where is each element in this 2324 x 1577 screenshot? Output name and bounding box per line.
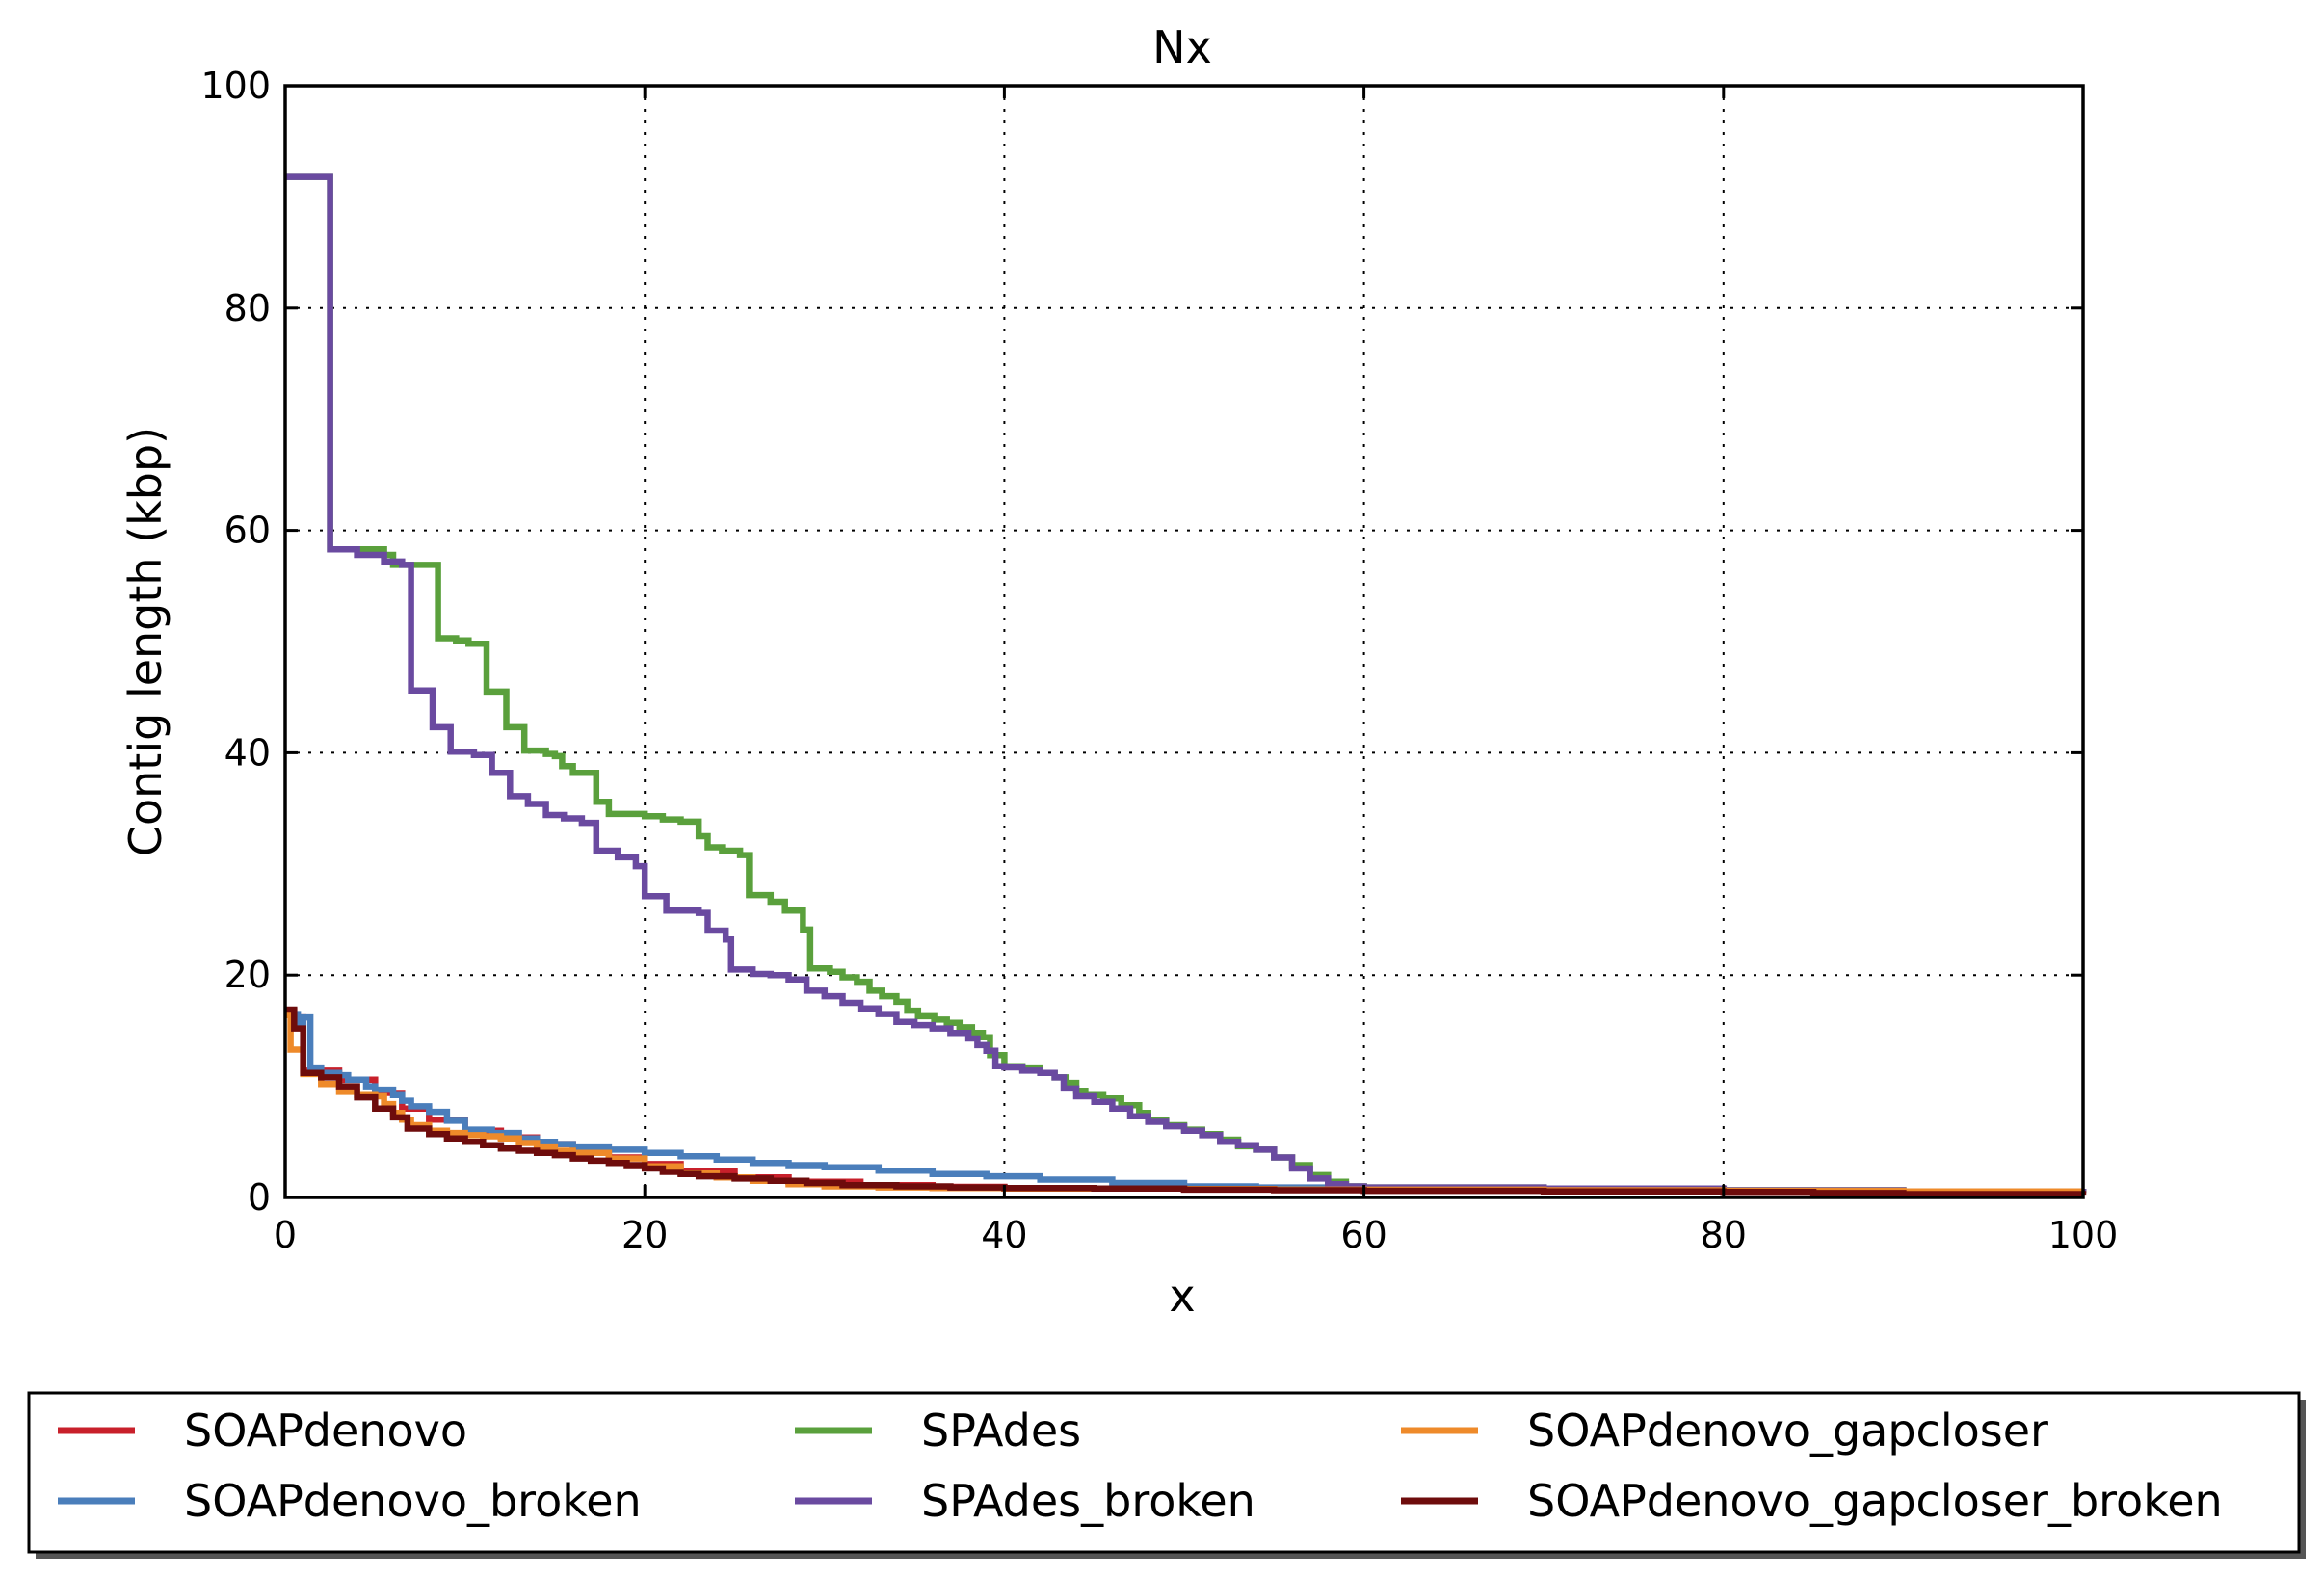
y-tick-label: 20: [224, 954, 271, 996]
series-line-soapdenovo-broken: [285, 1011, 2087, 1196]
legend: SOAPdenovo SOAPdenovo_broken SPAdes SPAdes_…: [27, 1391, 2306, 1559]
y-axis-title: Contig length (kbp): [119, 427, 172, 856]
series-line-spades-broken: [285, 173, 2087, 1196]
y-tick-label: 60: [224, 510, 271, 552]
x-tick-label: 100: [2048, 1214, 2119, 1256]
series-line-soapdenovo: [285, 1007, 2087, 1196]
x-tick-label: 80: [1701, 1214, 1747, 1256]
y-tick-label: 40: [224, 731, 271, 774]
y-tick-label: 0: [248, 1176, 271, 1219]
legend-box: [27, 1391, 2301, 1554]
legend-label-spades: SPAdes: [921, 1405, 1081, 1457]
x-tick-label: 20: [621, 1214, 668, 1256]
series-line-soapdenovo-gapcloser-broken: [285, 1006, 2087, 1197]
plot-area-frame: [283, 84, 2085, 1199]
legend-label-spades-broken: SPAdes_broken: [921, 1475, 1255, 1527]
x-tick-label: 0: [274, 1214, 297, 1256]
legend-label-soapdenovo-broken: SOAPdenovo_broken: [184, 1475, 642, 1527]
x-axis-title: x: [1169, 1270, 1195, 1322]
chart-title: Nx: [1152, 21, 1212, 73]
legend-entries: SOAPdenovo SOAPdenovo_broken SPAdes SPAdes_…: [58, 1405, 2223, 1527]
x-tick-label: 40: [981, 1214, 1027, 1256]
y-tick-label: 80: [224, 287, 271, 329]
y-tick-label: 100: [200, 65, 271, 107]
legend-label-soapdenovo: SOAPdenovo: [184, 1405, 467, 1457]
grid-layer: [285, 86, 2083, 1197]
legend-label-soapdenovo-gapcloser: SOAPdenovo_gapcloser: [1527, 1405, 2048, 1457]
legend-label-soapdenovo-gapcloser-broken: SOAPdenovo_gapcloser_broken: [1527, 1475, 2223, 1527]
series-line-spades: [285, 173, 2087, 1196]
x-tick-label: 60: [1340, 1214, 1386, 1256]
tick-layer: 0 20 40 60 80 100 0 20 40 60 80 100: [200, 65, 2118, 1256]
series-layer: [285, 173, 2087, 1197]
series-line-soapdenovo-gapcloser: [285, 1012, 2083, 1195]
